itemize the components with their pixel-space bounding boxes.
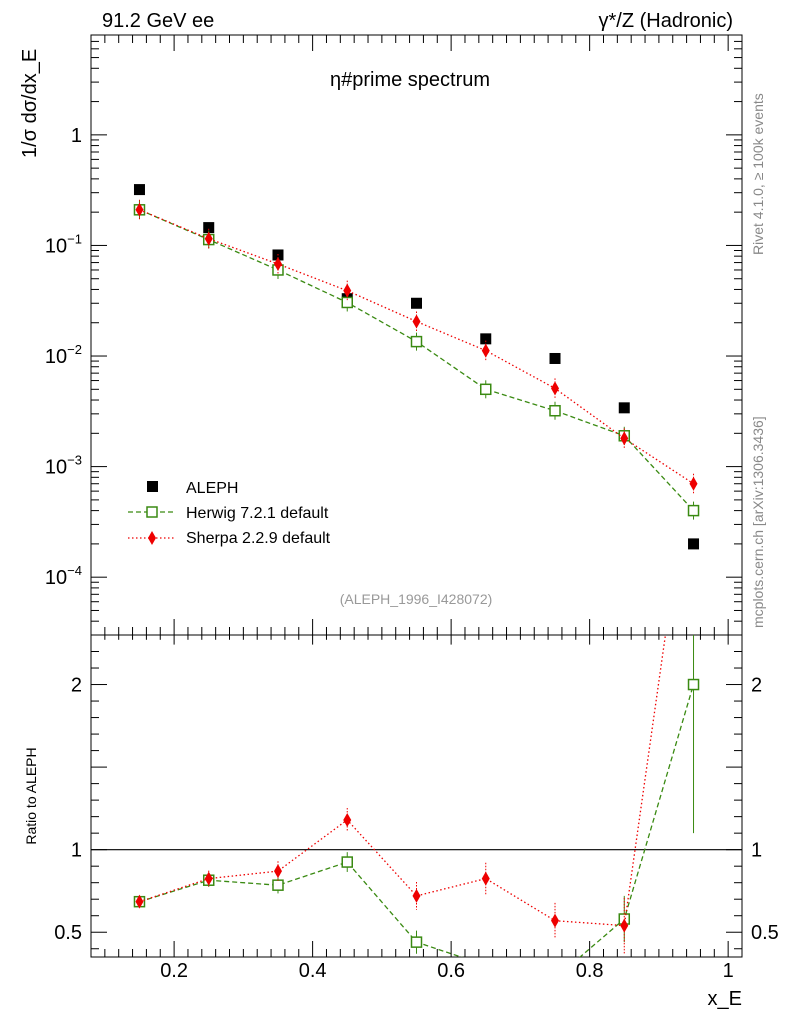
ratio-point-sherpa xyxy=(135,894,144,909)
axes-layer: 1 10−1 10−2 10−3 10−4 0.2 0.4 0.6 0.8 1 0.5 0.5 1 1 2 2 xyxy=(45,34,779,982)
ratio-data-layer xyxy=(91,635,742,957)
ratio-point-herwig xyxy=(410,936,423,948)
ratio-point-sherpa xyxy=(620,918,629,933)
ratio-line-sherpa xyxy=(139,635,667,927)
main-point-aleph xyxy=(549,352,561,364)
ratio-ytick-label-left: 1 xyxy=(71,840,82,862)
x-axis-label: x_E xyxy=(708,988,742,1010)
main-point-sherpa xyxy=(412,314,421,329)
main-point-herwig xyxy=(687,504,700,517)
ratio-xtick-label: 0.8 xyxy=(576,960,604,982)
main-point-aleph xyxy=(203,222,215,234)
main-point-aleph xyxy=(411,297,422,309)
ratio-point-sherpa xyxy=(343,812,352,827)
main-ytick-label: 1 xyxy=(71,125,82,147)
main-point-sherpa xyxy=(620,431,629,446)
legend-marker-sherpa xyxy=(148,531,156,545)
main-point-aleph xyxy=(618,402,630,414)
legend-label-aleph: ALEPH xyxy=(186,480,238,497)
legend: ALEPH Herwig 7.2.1 default Sherpa 2.2.9 … xyxy=(128,480,331,547)
rivet-label: Rivet 4.1.0, ≥ 100k events xyxy=(750,93,766,255)
main-point-sherpa xyxy=(481,343,490,358)
main-title: η#prime spectrum xyxy=(330,69,490,91)
header-left-label: 91.2 GeV ee xyxy=(102,10,214,32)
ratio-point-herwig xyxy=(341,856,353,868)
header-right-label: γ*/Z (Hadronic) xyxy=(599,10,733,32)
ratio-xtick-label: 1 xyxy=(723,960,734,982)
main-line-herwig xyxy=(139,209,694,512)
main-ytick-label: 10−4 xyxy=(45,563,82,589)
main-ytick-exponent: −1 xyxy=(67,231,82,246)
ratio-xtick-label: 0.6 xyxy=(437,960,465,982)
ratio-point-herwig xyxy=(272,879,284,891)
ratio-ytick-label-right: 1 xyxy=(751,840,762,862)
legend-marker-herwig xyxy=(146,506,158,518)
main-point-sherpa xyxy=(551,381,560,396)
legend-marker-aleph xyxy=(147,481,158,492)
main-ytick-exponent: −4 xyxy=(67,563,82,578)
ratio-point-sherpa xyxy=(412,888,421,903)
main-title-text: η#prime spectrum xyxy=(330,69,490,91)
ratio-xtick-label: 0.4 xyxy=(299,960,327,982)
ratio-xtick-label: 0.2 xyxy=(160,960,188,982)
main-point-herwig xyxy=(549,404,561,417)
main-point-sherpa xyxy=(204,231,213,246)
main-data-layer xyxy=(133,184,700,550)
legend-label-herwig: Herwig 7.2.1 default xyxy=(186,505,329,522)
ratio-ytick-label-left: 0.5 xyxy=(54,922,82,944)
main-ylabel: 1/σ dσ/dx_E xyxy=(19,49,41,158)
ratio-point-herwig xyxy=(687,678,700,691)
mcplots-label: mcplots.cern.ch [arXiv:1306.3436] xyxy=(750,416,766,628)
main-point-sherpa xyxy=(689,476,698,491)
ratio-plot-frame xyxy=(90,634,743,958)
main-point-herwig xyxy=(410,335,423,348)
legend-label-sherpa: Sherpa 2.2.9 default xyxy=(186,530,331,547)
ratio-point-sherpa xyxy=(204,871,213,886)
main-point-sherpa xyxy=(343,283,352,298)
ratio-ylabel: Ratio to ALEPH xyxy=(23,747,39,844)
ratio-point-sherpa xyxy=(273,864,282,879)
ratio-ytick-label-left: 2 xyxy=(71,675,82,697)
main-point-herwig xyxy=(480,383,492,396)
main-point-aleph xyxy=(480,333,492,345)
ratio-ytick-label-right: 2 xyxy=(751,675,762,697)
main-point-sherpa xyxy=(273,256,282,271)
main-ytick-exponent: −2 xyxy=(67,342,82,357)
ratio-point-sherpa xyxy=(551,913,560,928)
ratio-point-sherpa xyxy=(481,871,490,886)
main-point-aleph xyxy=(688,538,700,550)
analysis-watermark: (ALEPH_1996_I428072) xyxy=(340,591,493,607)
main-ytick-label: 10−1 xyxy=(45,231,82,257)
main-ytick-label: 10−2 xyxy=(45,342,82,368)
main-point-aleph xyxy=(133,184,145,196)
main-ytick-exponent: −3 xyxy=(67,453,82,468)
main-ytick-label: 10−3 xyxy=(45,453,82,479)
main-point-sherpa xyxy=(135,202,144,217)
ratio-ytick-label-right: 0.5 xyxy=(751,922,779,944)
